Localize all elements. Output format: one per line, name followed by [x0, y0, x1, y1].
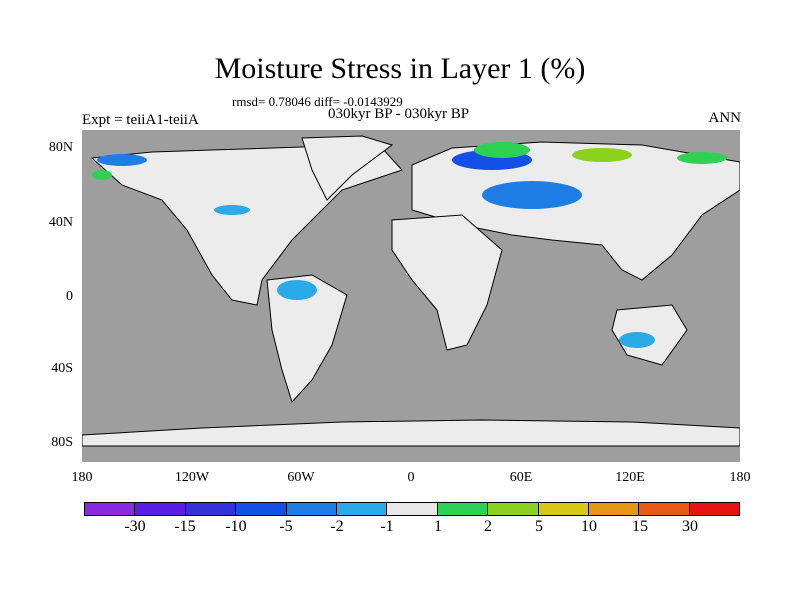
colorbar-label: 2 [484, 518, 492, 535]
colorbar-swatch [236, 503, 287, 515]
colorbar-label: 5 [535, 518, 543, 535]
colorbar-swatch [639, 503, 690, 515]
anomaly-patches [92, 142, 727, 348]
season-label: ANN [708, 110, 742, 126]
colorbar-swatch [85, 503, 136, 515]
colorbar [84, 502, 740, 516]
colorbar-label: -2 [330, 518, 344, 535]
x-tick: 60W [287, 470, 315, 485]
world-map [82, 130, 740, 462]
y-tick: 80S [51, 435, 73, 450]
x-tick: 180 [729, 470, 751, 485]
colorbar-label: 15 [632, 518, 648, 535]
greenland [301, 135, 394, 201]
x-tick: 120E [615, 470, 645, 485]
colorbar-label: -30 [124, 518, 146, 535]
x-tick: 120W [174, 470, 210, 485]
antarctica [82, 419, 740, 447]
eurasia [411, 141, 740, 281]
africa [391, 214, 503, 351]
map-title: Moisture Stress in Layer 1 (%) [214, 52, 586, 85]
colorbar-swatch [538, 503, 589, 515]
colorbar-label: -5 [279, 518, 293, 535]
experiment-label: Expt = teiiA1-teiiA [82, 112, 199, 128]
colorbar-label: -1 [380, 518, 394, 535]
x-tick: 180 [71, 470, 93, 485]
x-tick: 60E [509, 470, 533, 485]
colorbar-label: 1 [434, 518, 442, 535]
colorbar-label: 30 [682, 518, 698, 535]
colorbar-swatch [689, 503, 740, 515]
colorbar-swatch [185, 503, 237, 515]
colorbar-swatch [588, 503, 640, 515]
colorbar-swatch [387, 503, 438, 515]
y-tick: 80N [48, 140, 73, 155]
y-tick: 0 [66, 289, 73, 304]
y-tick: 40S [51, 361, 73, 376]
colorbar-swatch [286, 503, 337, 515]
colorbar-swatch [488, 503, 539, 515]
stats-text: rmsd= 0.78046 diff= -0.0143929 [232, 94, 403, 109]
colorbar-label: 10 [581, 518, 597, 535]
x-tick: 0 [407, 470, 415, 485]
colorbar-swatch [437, 503, 489, 515]
period-text: 030kyr BP - 030kyr BP [328, 106, 470, 122]
south-america [266, 274, 348, 403]
colorbar-label: -10 [225, 518, 247, 535]
colorbar-swatch [336, 503, 388, 515]
colorbar-label: -15 [174, 518, 196, 535]
y-tick: 40N [48, 215, 73, 230]
colorbar-swatch [135, 503, 186, 515]
